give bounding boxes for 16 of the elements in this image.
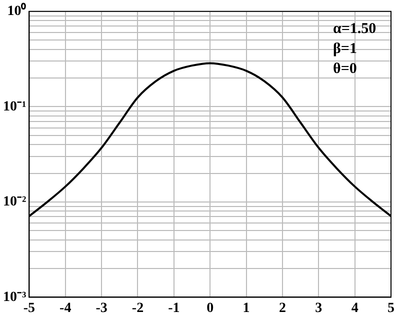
x-tick-label: 3 xyxy=(315,301,322,316)
y-tick-label: 10⁻² xyxy=(2,194,26,210)
x-tick-label: -2 xyxy=(132,301,144,316)
x-tick-label: 5 xyxy=(388,301,394,316)
y-tick-label: 10⁻¹ xyxy=(2,99,26,114)
annotation: β=1 xyxy=(333,40,357,57)
x-tick-label: 0 xyxy=(206,301,214,316)
annotation: θ=0 xyxy=(333,60,357,77)
x-tick-label: -3 xyxy=(96,301,108,316)
annotation: α=1.50 xyxy=(333,20,376,37)
x-tick-label: 4 xyxy=(351,301,358,316)
x-tick-label: -4 xyxy=(60,301,72,316)
x-tick-label: 1 xyxy=(242,301,250,316)
x-tick-label: 2 xyxy=(278,301,286,316)
x-tick-label: -1 xyxy=(168,301,180,316)
y-tick-label: 10⁰ xyxy=(7,2,26,20)
